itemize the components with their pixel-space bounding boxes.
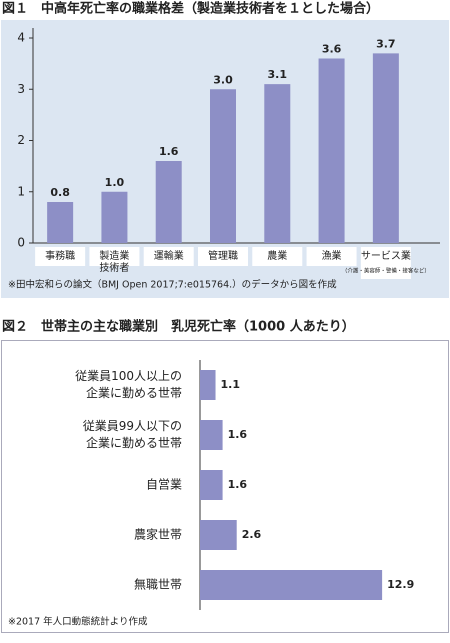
- y-tick-label: 従業員99人以下の: [83, 419, 182, 433]
- y-tick-label: 企業に勤める世帯: [86, 435, 182, 450]
- x-tick-label: サービス業: [361, 249, 411, 262]
- y-tick-label: 従業員100人以上の: [75, 369, 182, 383]
- value-label: 3.7: [376, 37, 396, 50]
- value-label: 1.0: [105, 176, 125, 189]
- category-box: [360, 247, 411, 279]
- x-tick-label: 事務職: [45, 249, 75, 262]
- category-box: [198, 247, 248, 266]
- bar: [200, 420, 223, 450]
- category-note: （介護・美容師・警備・接客など）: [342, 267, 430, 275]
- y-tick-label: 4: [17, 31, 25, 45]
- category-box: [143, 247, 194, 266]
- value-label: 1.1: [221, 378, 241, 391]
- chart-title: 図２ 世帯主の主な職業別 乳児死亡率（1000 人あたり）: [2, 319, 355, 335]
- value-label: 1.6: [159, 145, 179, 158]
- bar: [101, 191, 128, 243]
- y-tick-label: 農家世帯: [134, 527, 182, 542]
- y-tick-label: 0: [17, 236, 25, 250]
- bar: [200, 520, 237, 550]
- category-box: [89, 247, 140, 266]
- value-label: 1.6: [228, 428, 248, 441]
- bar: [372, 53, 399, 243]
- category-box: [306, 247, 357, 266]
- bar: [264, 84, 291, 243]
- bar: [155, 161, 182, 243]
- note: ※2017 年人口動態統計より作成: [8, 616, 148, 628]
- value-label: 12.9: [387, 578, 414, 591]
- category-box: [35, 247, 86, 266]
- bar: [200, 470, 223, 500]
- value-label: 3.1: [268, 68, 288, 81]
- note: ※田中宏和らの論文（BMJ Open 2017;7:e015764.）のデータか…: [8, 279, 337, 291]
- x-tick-label: 漁業: [322, 249, 342, 262]
- bar: [200, 570, 383, 600]
- x-tick-label: 運輸業: [154, 249, 184, 262]
- y-tick-label: 2: [17, 133, 25, 147]
- bar: [200, 370, 216, 400]
- y-tick-label: 企業に勤める世帯: [86, 385, 182, 400]
- value-label: 3.0: [213, 73, 233, 86]
- bar: [47, 202, 74, 243]
- x-tick-label: 管理職: [208, 249, 238, 262]
- y-tick-label: 3: [17, 82, 25, 96]
- category-box: [252, 247, 303, 266]
- chart-title: 図１ 中高年死亡率の職業格差（製造業技術者を１とした場合）: [2, 1, 379, 17]
- x-tick-label: 製造業: [99, 249, 129, 262]
- y-tick-label: 1: [17, 184, 25, 198]
- value-label: 3.6: [322, 43, 342, 56]
- value-label: 0.8: [50, 186, 70, 199]
- bar: [318, 58, 345, 243]
- value-label: 1.6: [228, 478, 248, 491]
- bar: [210, 89, 236, 243]
- y-tick-label: 無職世帯: [134, 577, 182, 592]
- x-tick-label: 農業: [267, 249, 287, 262]
- x-tick-label: 技術者: [99, 261, 129, 274]
- y-tick-label: 自営業: [146, 478, 182, 492]
- value-label: 2.6: [242, 528, 262, 541]
